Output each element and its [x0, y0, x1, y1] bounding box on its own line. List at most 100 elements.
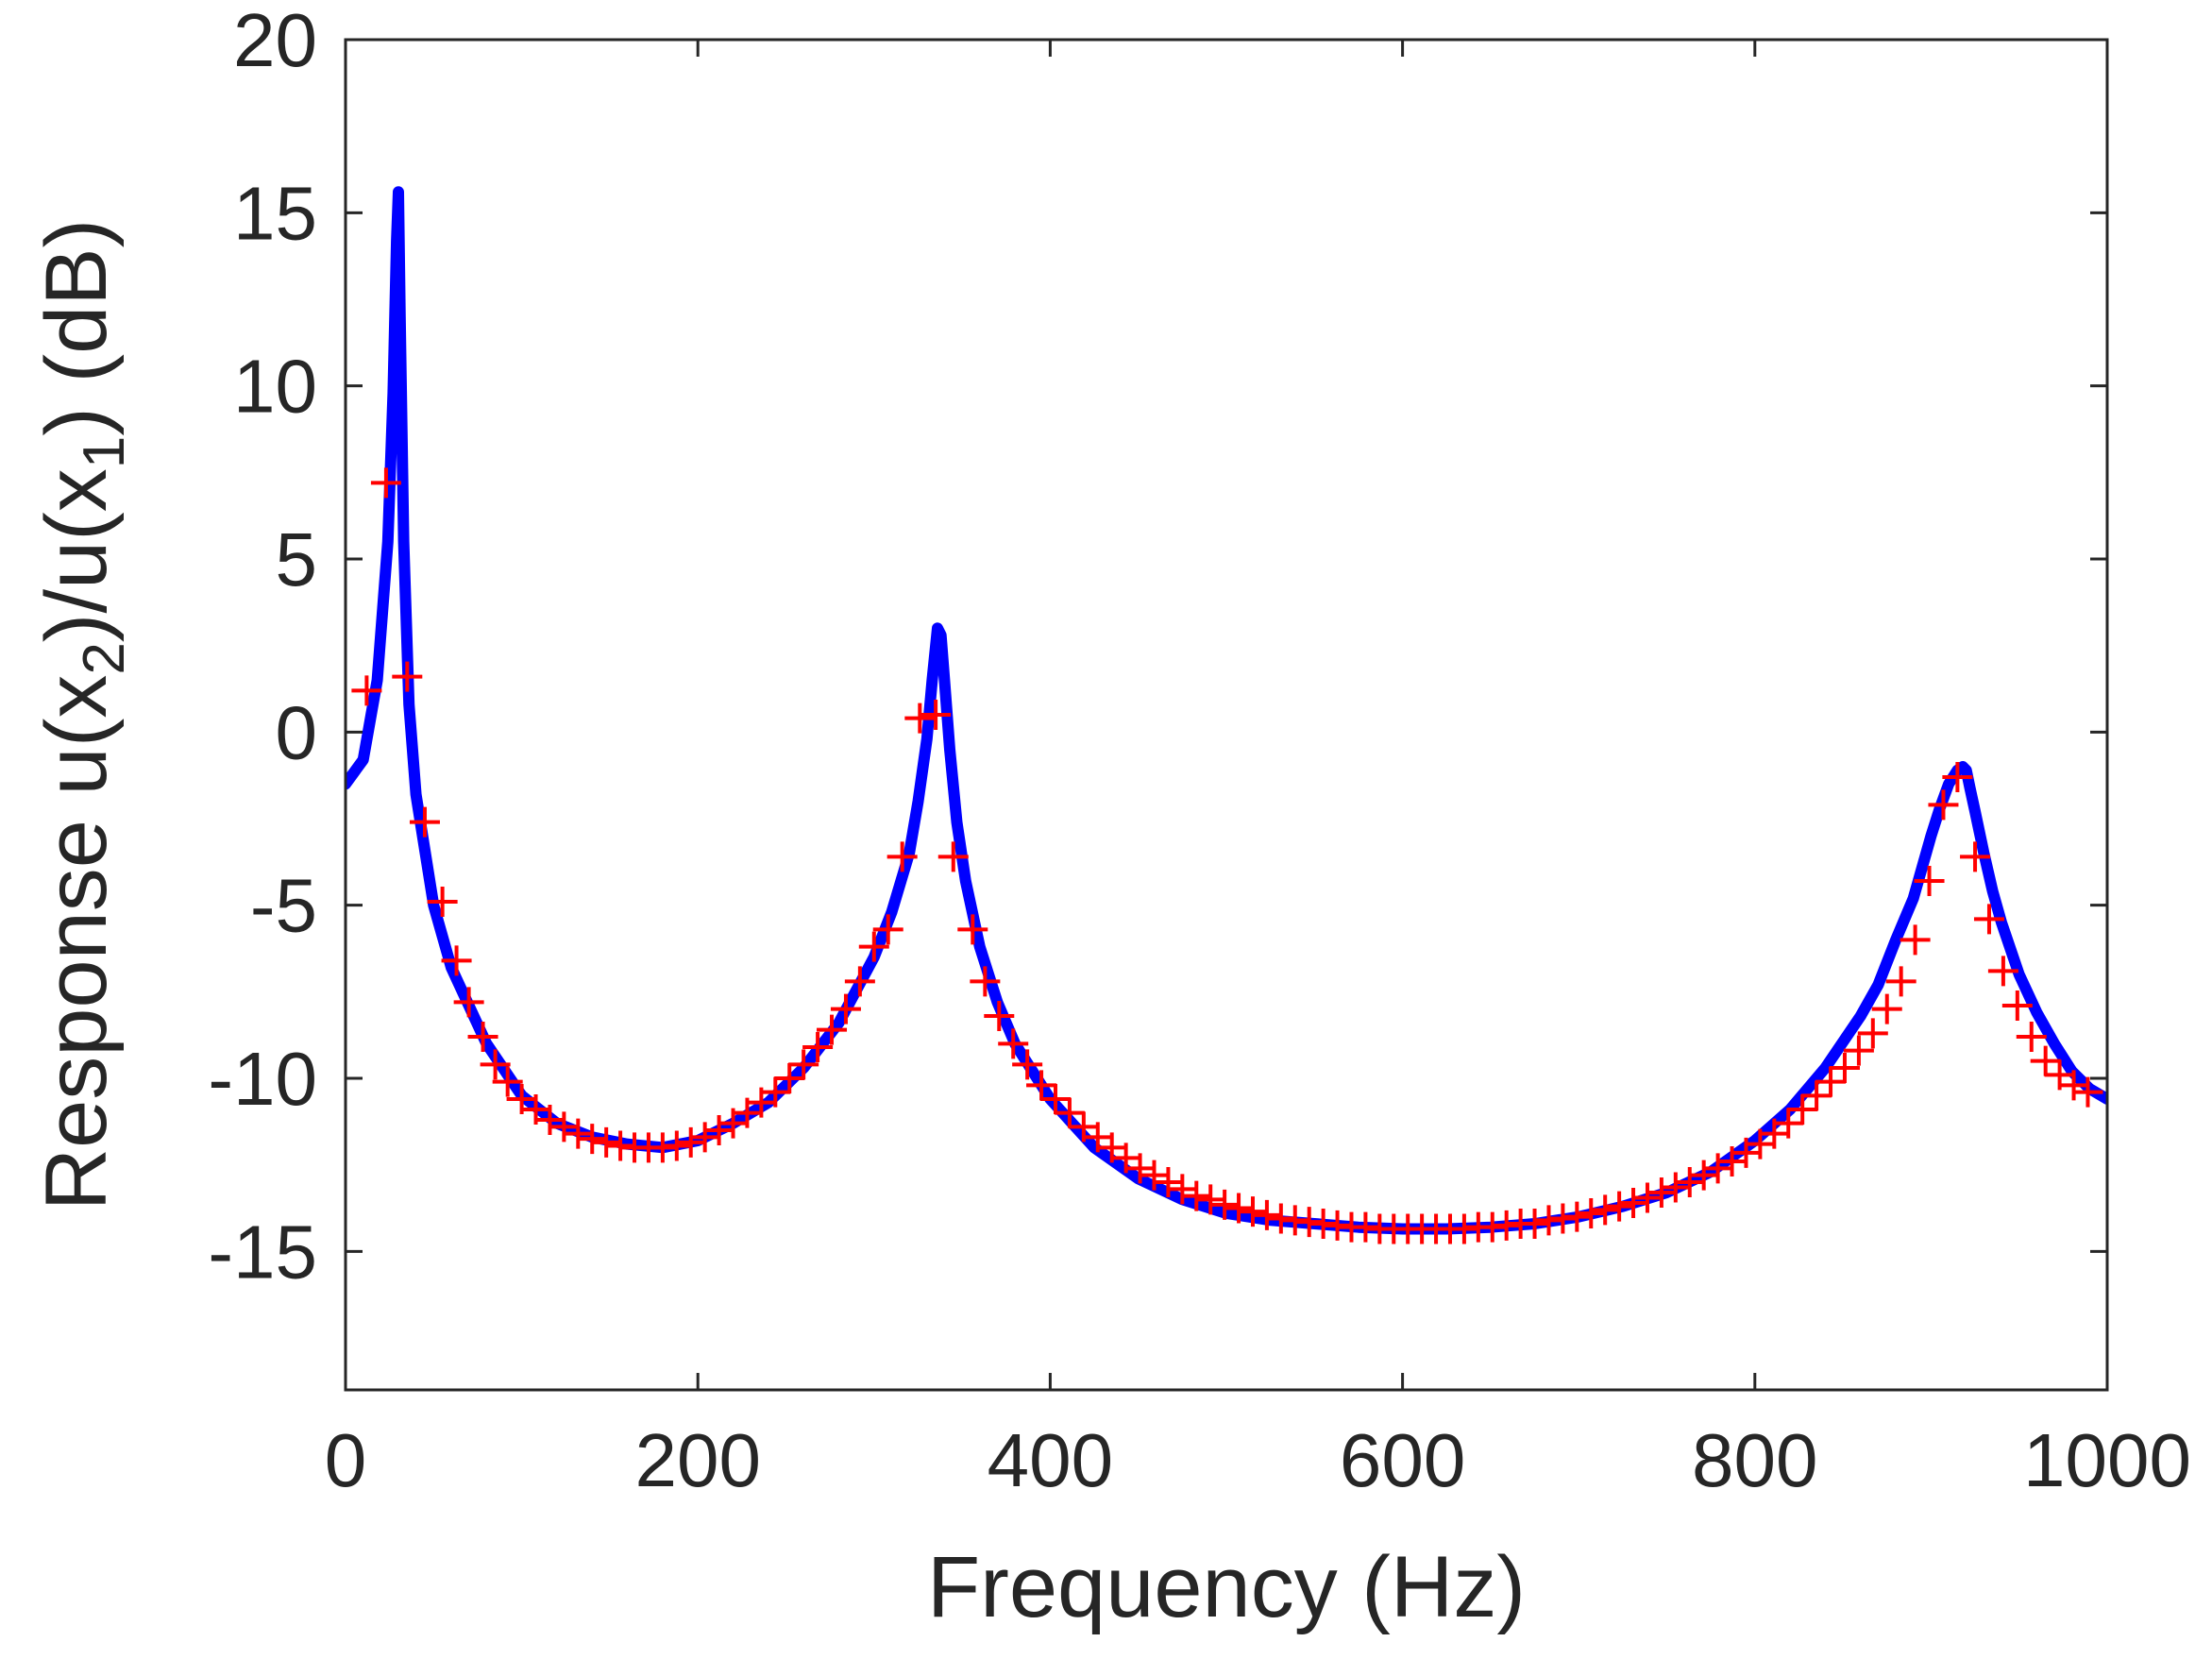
data-point-measured: [1139, 1160, 1170, 1191]
data-point-measured: [802, 1032, 834, 1062]
data-point-measured: [1054, 1097, 1085, 1128]
data-point-measured: [760, 1076, 791, 1108]
data-point-measured: [2016, 1022, 2047, 1052]
y-tick-label: 15: [233, 171, 317, 255]
data-point-measured: [563, 1118, 594, 1149]
data-point-measured: [1026, 1070, 1057, 1101]
data-point-measured: [1871, 993, 1902, 1024]
data-point-measured: [1209, 1189, 1241, 1220]
data-point-measured: [1987, 956, 2018, 987]
data-point-measured: [1674, 1167, 1705, 1197]
data-point-measured: [788, 1049, 819, 1080]
data-point-measured: [904, 703, 936, 734]
data-point-measured: [1843, 1035, 1874, 1066]
data-point-measured: [858, 931, 889, 962]
x-tick-label: 1000: [2023, 1418, 2191, 1502]
data-point-measured: [409, 806, 440, 838]
data-point-measured: [1914, 866, 1945, 896]
data-point-measured: [703, 1115, 735, 1145]
data-point-measured: [591, 1126, 622, 1158]
data-point-measured: [1646, 1177, 1677, 1208]
y-tick-label: -5: [250, 864, 317, 948]
y-tick-label: 10: [233, 345, 317, 429]
x-axis-label: Frequency (Hz): [927, 1539, 1526, 1635]
data-point-measured: [1181, 1180, 1212, 1211]
data-point-measured: [549, 1111, 580, 1143]
data-point-measured: [1857, 1018, 1888, 1049]
data-point-measured: [1224, 1193, 1255, 1224]
data-point-measured: [1973, 904, 2004, 935]
data-point-measured: [661, 1130, 692, 1161]
data-point-measured: [1576, 1198, 1607, 1228]
plot-area-frame: [344, 38, 2109, 1392]
data-point-measured: [2030, 1045, 2061, 1076]
data-point-measured: [998, 1028, 1029, 1059]
data-point-measured: [1519, 1209, 1550, 1239]
y-axis-label: Response u(x2)/u(x1) (dB): [28, 219, 137, 1211]
x-tick-label: 0: [325, 1418, 367, 1502]
y-tick-label: 20: [233, 0, 317, 82]
data-point-measured: [1562, 1201, 1593, 1232]
x-tick-label: 400: [988, 1418, 1113, 1502]
data-point-measured: [492, 1066, 523, 1097]
data-point-measured: [817, 1014, 848, 1045]
data-point-measured: [1631, 1182, 1663, 1213]
data-point-measured: [427, 887, 458, 917]
data-point-measured: [1960, 841, 1991, 872]
data-point-measured: [1928, 789, 1959, 821]
data-point-measured: [1040, 1084, 1071, 1114]
data-point-measured: [970, 966, 1001, 997]
data-point-measured: [957, 914, 988, 945]
data-point-measured: [920, 700, 952, 730]
x-tick-label: 200: [634, 1418, 760, 1502]
data-point-measured: [577, 1124, 608, 1155]
data-point-measured: [441, 945, 472, 976]
data-point-measured: [1942, 762, 1973, 792]
data-point-measured: [1900, 924, 1931, 956]
data-point-measured: [774, 1063, 805, 1093]
data-point-measured: [872, 914, 903, 945]
x-tick-label: 600: [1340, 1418, 1465, 1502]
y-tick-label: -10: [208, 1037, 317, 1121]
data-point-measured: [480, 1049, 511, 1080]
data-point-measured: [1237, 1196, 1268, 1227]
data-point-measured: [467, 1022, 498, 1052]
data-point-measured: [830, 993, 861, 1024]
data-point-measured: [534, 1105, 566, 1135]
data-point-measured: [1167, 1174, 1198, 1205]
data-point-measured: [675, 1126, 706, 1158]
data-point-measured: [2001, 990, 2033, 1021]
data-point-measured: [1773, 1108, 1804, 1139]
data-point-measured: [1195, 1184, 1226, 1215]
data-point-measured: [886, 841, 918, 872]
data-point-measured: [1801, 1080, 1832, 1111]
x-tick-label: 800: [1692, 1418, 1817, 1502]
data-point-measured: [984, 1001, 1015, 1031]
data-point-measured: [453, 987, 484, 1018]
data-point-measured: [937, 841, 969, 872]
data-point-measured: [1829, 1053, 1860, 1083]
data-point-measured: [392, 661, 423, 692]
data-point-measured: [1590, 1194, 1621, 1226]
data-point-measured: [2072, 1076, 2103, 1108]
data-point-measured: [1815, 1066, 1847, 1097]
data-point-measured: [1124, 1153, 1156, 1184]
data-point-measured: [351, 675, 382, 706]
data-point-measured: [1251, 1199, 1282, 1230]
data-point-measured: [1660, 1172, 1691, 1203]
data-point-measured: [844, 966, 875, 997]
data-point-measured: [1604, 1191, 1635, 1222]
data-point-measured: [1702, 1153, 1733, 1184]
data-point-measured: [1618, 1188, 1649, 1218]
y-tick-label: 0: [276, 690, 318, 774]
data-point-measured: [370, 467, 401, 499]
data-point-measured: [1688, 1160, 1719, 1191]
y-tick-label: 5: [276, 517, 318, 601]
data-point-measured: [1787, 1094, 1818, 1125]
data-point-measured: [1012, 1049, 1043, 1080]
y-tick-label: -15: [208, 1210, 317, 1294]
data-point-measured: [1153, 1167, 1184, 1197]
data-point-measured: [689, 1122, 720, 1153]
data-point-measured: [1885, 966, 1917, 997]
